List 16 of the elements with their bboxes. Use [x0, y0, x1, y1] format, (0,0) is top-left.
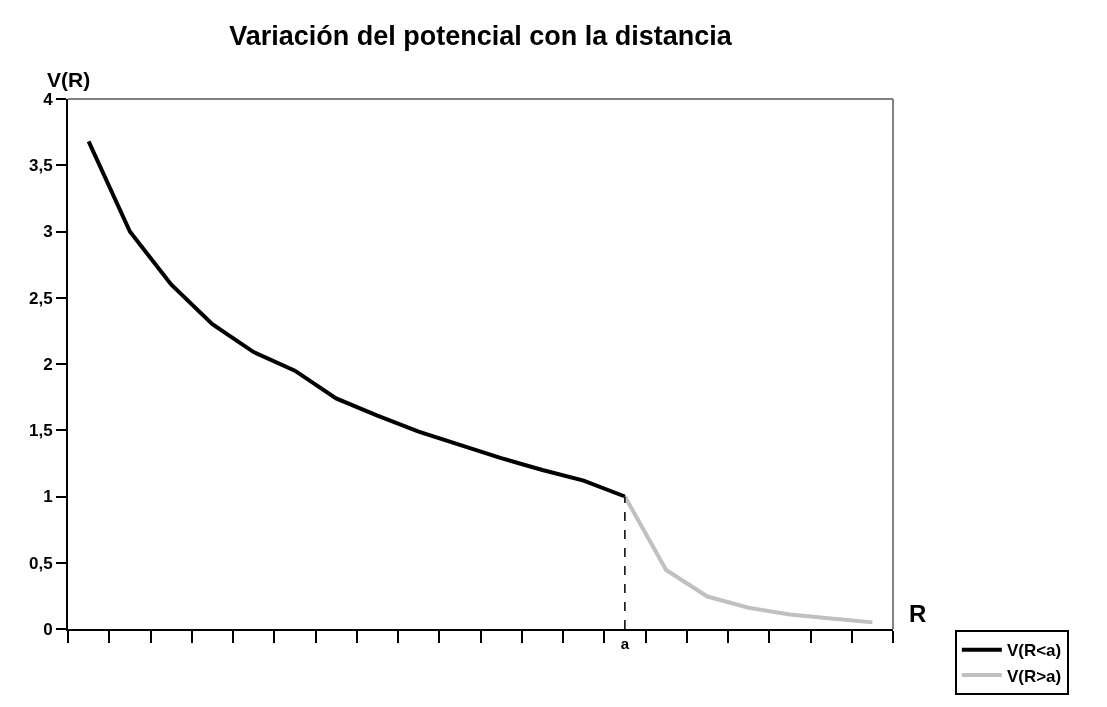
x-axis-title: R [909, 600, 927, 627]
y-tick-label: 4 [43, 89, 54, 109]
y-tick-label: 0,5 [28, 553, 53, 573]
y-tick-label: 3 [43, 222, 53, 242]
y-tick-label: 1,5 [28, 421, 53, 441]
y-tick-label: 0 [43, 619, 53, 639]
y-tick-label: 2 [43, 354, 53, 374]
chart-title: Variación del potencial con la distancia [229, 20, 733, 51]
y-tick-label: 2,5 [28, 288, 53, 308]
x-tick-label: a [620, 635, 630, 652]
legend-label: V(R>a) [1006, 666, 1062, 686]
line-series [622, 494, 875, 625]
legend-label: V(R<a) [1006, 641, 1062, 661]
y-axis-title: V(R) [47, 68, 91, 91]
y-tick-label: 1 [43, 487, 53, 507]
y-tick-label: 3,5 [28, 156, 53, 176]
